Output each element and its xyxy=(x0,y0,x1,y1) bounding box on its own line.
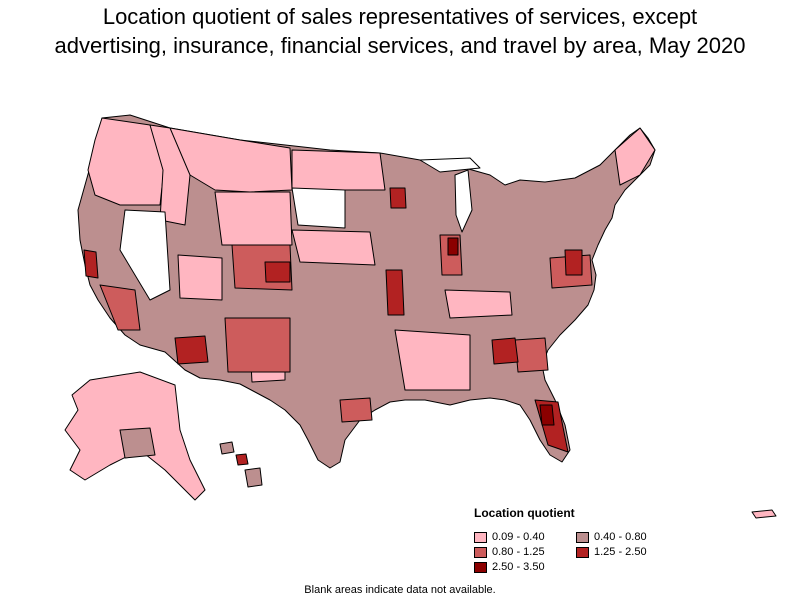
legend-swatch xyxy=(474,546,487,558)
arkansas-mississippi-area xyxy=(394,329,471,391)
legend-item-5: 2.50 - 3.50 xyxy=(474,561,545,573)
wyoming-area xyxy=(214,191,293,246)
south-dakota-blank xyxy=(291,187,346,229)
lake-michigan xyxy=(454,169,473,233)
map-title-line1: Location quotient of sales representativ… xyxy=(102,4,698,29)
phoenix-area xyxy=(174,335,209,365)
chicago-area xyxy=(447,237,459,256)
lake-superior xyxy=(419,157,481,173)
denver-area xyxy=(264,261,291,283)
legend-item-2: 0.40 - 0.80 xyxy=(576,531,647,543)
kansas-city-area xyxy=(385,269,405,316)
nevada-blank xyxy=(119,209,171,301)
hawaii-island-3 xyxy=(244,467,263,488)
footnote: Blank areas indicate data not available. xyxy=(304,584,496,596)
alaska-south-area xyxy=(119,427,156,459)
legend-label: 1.25 - 2.50 xyxy=(594,546,647,558)
idaho-area xyxy=(149,124,191,226)
legend-item-3: 0.80 - 1.25 xyxy=(474,546,545,558)
legend-swatch xyxy=(576,546,589,558)
map-title-line2: advertising, insurance, financial servic… xyxy=(54,33,746,58)
bay-area xyxy=(83,249,99,279)
legend-swatch xyxy=(576,531,589,543)
new-mexico-area xyxy=(224,317,291,373)
legend-label: 0.40 - 0.80 xyxy=(594,531,647,543)
southern-california-area xyxy=(99,284,141,331)
legend-title: Location quotient xyxy=(474,506,575,520)
maine-area xyxy=(614,127,656,186)
atlanta-area xyxy=(491,337,519,365)
texas-east-area xyxy=(339,397,373,423)
nebraska-area xyxy=(291,229,376,266)
north-dakota-area xyxy=(291,149,386,191)
legend-swatch xyxy=(474,561,487,573)
hawaii-island-1 xyxy=(219,441,235,455)
legend-label: 0.80 - 1.25 xyxy=(492,546,545,558)
georgia-area xyxy=(514,337,549,373)
legend-label: 2.50 - 3.50 xyxy=(492,561,545,573)
legend-label: 0.09 - 0.40 xyxy=(492,531,545,543)
legend-item-4: 1.25 - 2.50 xyxy=(576,546,647,558)
legend-item-1: 0.09 - 0.40 xyxy=(474,531,545,543)
puerto-rico xyxy=(751,509,777,519)
minneapolis-area xyxy=(389,187,407,209)
legend-swatch xyxy=(474,531,487,543)
hawaii-island-2 xyxy=(235,453,249,466)
kentucky-area xyxy=(444,289,513,319)
arizona-west-area xyxy=(177,254,223,301)
map-title: Location quotient of sales representativ… xyxy=(0,2,800,60)
dc-area xyxy=(564,249,583,276)
florida-dark-area xyxy=(539,404,555,426)
